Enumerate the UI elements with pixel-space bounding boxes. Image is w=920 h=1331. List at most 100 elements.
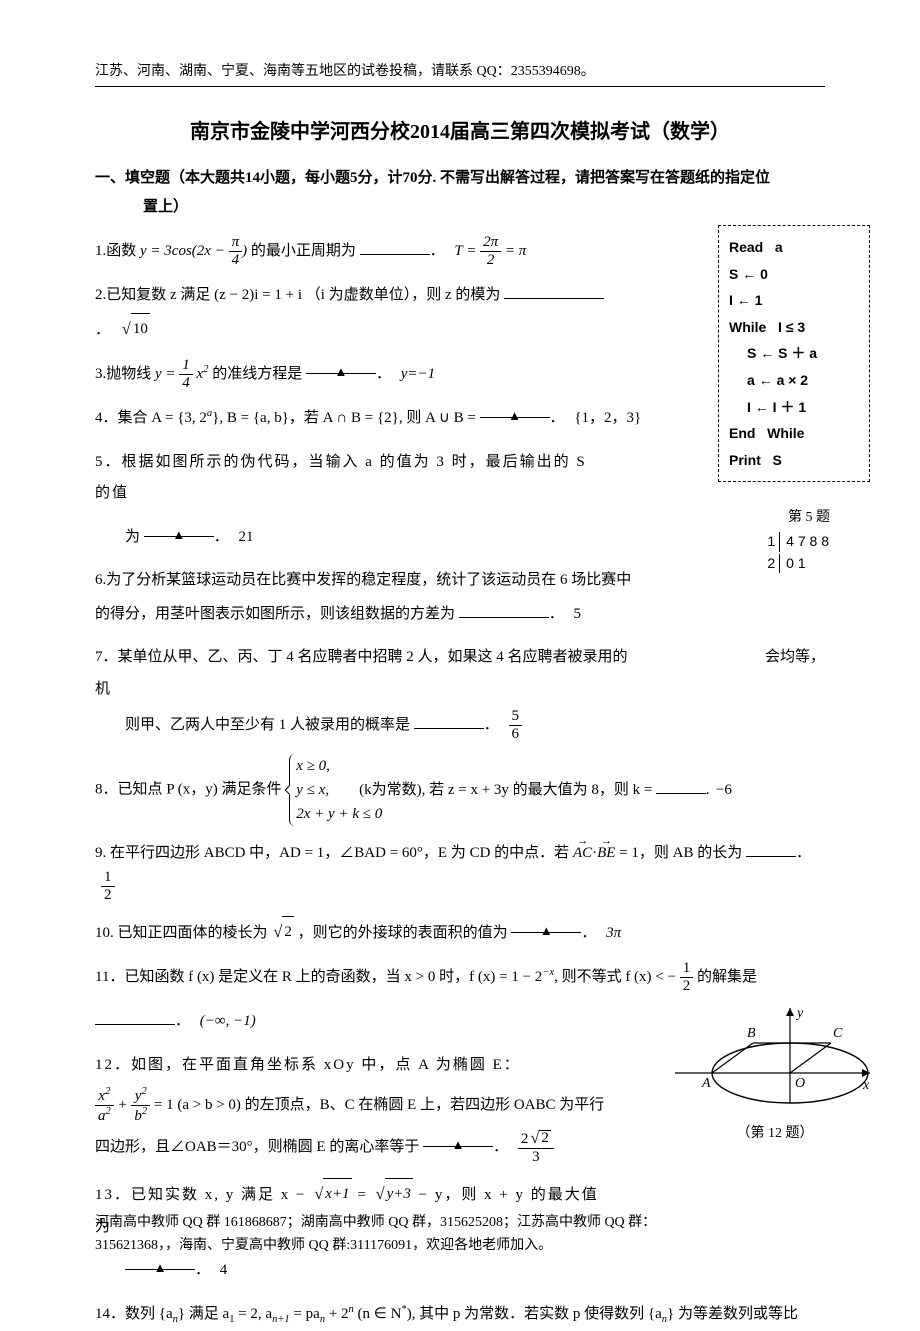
problem-6b: 的得分，用茎叶图表示如图所示，则该组数据的方差为 ． 5 [95,599,635,631]
p12-a: 12．如图，在平面直角坐标系 xOy 中，点 A 为椭圆 E： [95,1057,521,1073]
svg-text:A: A [701,1076,711,1091]
problem-12b: x2a2 + y2b2 = 1 (a > b > 0) 的左顶点，B、C 在椭圆… [95,1087,605,1124]
problem-5b: 为 ． 21 [95,522,825,554]
algo-l2: S ← 0 [729,261,859,288]
p10-b: ，则它的外接球的表面积的值为 [298,925,508,941]
p14-e: + 2 [325,1306,348,1322]
p9-ans: 12 [101,878,115,894]
problem-1: 1.函数 y = 3cos(2x − π4) 的最小正周期为 ． T = 2π2… [95,235,825,268]
algo-l6: a ← a × 2 [729,367,859,394]
ellipse-svg: A B C O x y [675,1003,875,1113]
problem-3: 3.抛物线 y = 14 x2 的准线方程是 ． y=−1 [95,358,825,391]
p14-g: ), 其中 p 为常数．若实数 p 使得数列 {a [407,1306,662,1322]
vec-ac: AC [573,838,592,870]
p11-ans: (−∞, −1) [200,1013,256,1029]
svg-text:O: O [795,1076,805,1091]
p7-b: 则甲、乙两人中至少有 1 人被录用的概率是 [125,717,410,733]
frac-half: 12 [680,961,694,994]
p14-a: 14．数列 {a [95,1306,173,1322]
sqrt2: 2 [271,915,294,950]
p4-a: 4．集合 A = {3, 2 [95,410,207,426]
p12-eq: x2a2 + y2b2 [95,1097,154,1113]
p3-ans: y=−1 [401,366,435,382]
stem-2: 2 [763,554,780,574]
problem-11: 11．已知函数 f (x) 是定义在 R 上的奇函数，当 x > 0 时，f (… [95,961,825,994]
svg-text:B: B [747,1026,756,1041]
p8-a: 8．已知点 P (x，y) 满足条件 [95,782,285,798]
algo-l5: S ← S ＋ a [729,340,859,367]
blank-tri [306,359,376,374]
problem-12c: 四边形，且∠OAB＝30°，则椭圆 E 的离心率等于 ． 223 [95,1130,605,1165]
p14-h: } 为等差数列或等比 [667,1306,798,1322]
problem-13b: ． 4 [95,1255,825,1287]
svg-text:y: y [795,1006,804,1021]
p14-f: (n ∈ N [354,1306,402,1322]
problem-7: 7．某单位从甲、乙、丙、丁 4 名应聘者中招聘 2 人，如果这 4 名应聘者被录… [95,642,825,705]
p6-a: 6.为了分析某篮球运动员在比赛中发挥的稳定程度，统计了该运动员在 6 场比赛中 [95,572,631,588]
svg-text:C: C [833,1026,843,1041]
section-heading: 一、填空题（本大题共14小题，每小题5分，计70分. 不需写出解答过程，请把答案… [95,164,825,221]
p11-c: 的解集是 [697,969,757,985]
blank-tri [423,1132,493,1147]
p14-b: } 满足 a [178,1306,229,1322]
algo-l1: Read a [729,234,859,261]
p13-ans: 4 [220,1262,228,1278]
sqrt-y3: y+3 [374,1177,413,1212]
p12-b: = 1 (a > b > 0) 的左顶点，B、C 在椭圆 E 上，若四边形 OA… [154,1097,604,1113]
algo-caption: 第 5 题 [788,506,830,526]
blank [746,842,796,857]
divider [95,86,825,87]
p11-b: , 则不等式 f (x) < − [554,969,676,985]
fig12-caption: （第 12 题） [675,1122,875,1142]
p5-a: 5．根据如图所示的伪代码，当输入 a 的值为 3 时，最后输出的 S 的值 [95,454,587,502]
problem-7b: 则甲、乙两人中至少有 1 人被录用的概率是 ． 56 [95,709,825,742]
brace: x ≥ 0, y ≤ x, (k为常数), 若 z = x + 3y 的最大值为… [289,754,732,826]
header-note: 江苏、河南、湖南、宁夏、海南等五地区的试卷投稿，请联系 QQ：235539469… [95,60,825,80]
blank [95,1010,175,1025]
stem-leaf-plot: 14 7 8 8 20 1 [761,530,835,575]
p9-b: = 1，则 AB 的长为 [619,845,742,861]
problem-8: 8．已知点 P (x，y) 满足条件 x ≥ 0, y ≤ x, (k为常数),… [95,754,825,826]
ellipse-figure: A B C O x y （第 12 题） [675,1003,875,1142]
p14-d: = pa [290,1306,320,1322]
p4-b: }, B = {a, b}，若 A ∩ B = {2}, 则 A ∪ B = [212,410,479,426]
problem-2: 2.已知复数 z 满足 (z − 2)i = 1 + i （i 为虚数单位），则… [95,280,605,346]
problem-10: 10. 已知正四面体的棱长为 2 ，则它的外接球的表面积的值为 ． 3π [95,915,825,950]
p4-ans: {1，2，3} [574,410,641,426]
algo-l3: I ← 1 [729,287,859,314]
blank [459,603,549,618]
p7-a: 7．某单位从甲、乙、丙、丁 4 名应聘者中招聘 2 人，如果这 4 名应聘者被录… [95,642,635,705]
vec-be: BE [597,838,615,870]
leaf-2: 0 1 [782,554,833,574]
p13-a: 13．已知实数 x, y 满足 x − [95,1187,312,1203]
p5-ans: 21 [239,529,254,545]
algo-l9: Print S [729,447,859,474]
algorithm-box: Read a S ← 0 I ← 1 While I ≤ 3 S ← S ＋ a… [718,225,870,482]
blank [360,240,430,255]
p9-a: 9. 在平行四边形 ABCD 中，AD = 1，∠BAD = 60°，E 为 C… [95,845,573,861]
problem-9: 9. 在平行四边形 ABCD 中，AD = 1，∠BAD = 60°，E 为 C… [95,838,825,903]
p1-b: 的最小正周期为 [251,243,356,259]
problem-14: 14．数列 {an} 满足 a1 = 2, an+1 = pan + 2n (n… [95,1299,825,1331]
p7-ans: 56 [509,717,523,733]
blank-tri [480,403,550,418]
svg-text:x: x [862,1078,870,1093]
problem-6: 6.为了分析某篮球运动员在比赛中发挥的稳定程度，统计了该运动员在 6 场比赛中 [95,565,635,597]
p14-c: = 2, a [234,1306,272,1322]
stem-1: 1 [763,532,780,552]
p12-c: 四边形，且∠OAB＝30°，则椭圆 E 的离心率等于 [95,1139,419,1155]
p8-c1: x ≥ 0, [296,754,732,778]
problem-12: 12．如图，在平面直角坐标系 xOy 中，点 A 为椭圆 E： [95,1050,605,1082]
p8-c3: 2x + y + k ≤ 0 [296,802,732,826]
problem-4: 4．集合 A = {3, 2a}, B = {a, b}，若 A ∩ B = {… [95,403,825,435]
algo-l8: End While [729,420,859,447]
footer: 河南高中教师 QQ 群 161868687；湖南高中教师 QQ 群，315625… [95,1212,825,1257]
section-l2: 置上） [95,193,825,222]
p10-ans: 3π [606,925,621,941]
p1-a: 1.函数 [95,243,140,259]
algo-l4: While I ≤ 3 [729,314,859,341]
p1-func: y = 3cos(2x − π4) [140,243,247,259]
blank [414,714,484,729]
footer-l2: 315621368，，海南、宁夏高中教师 QQ 群:311176091，欢迎各地… [95,1235,825,1257]
blank-tri [125,1255,195,1270]
